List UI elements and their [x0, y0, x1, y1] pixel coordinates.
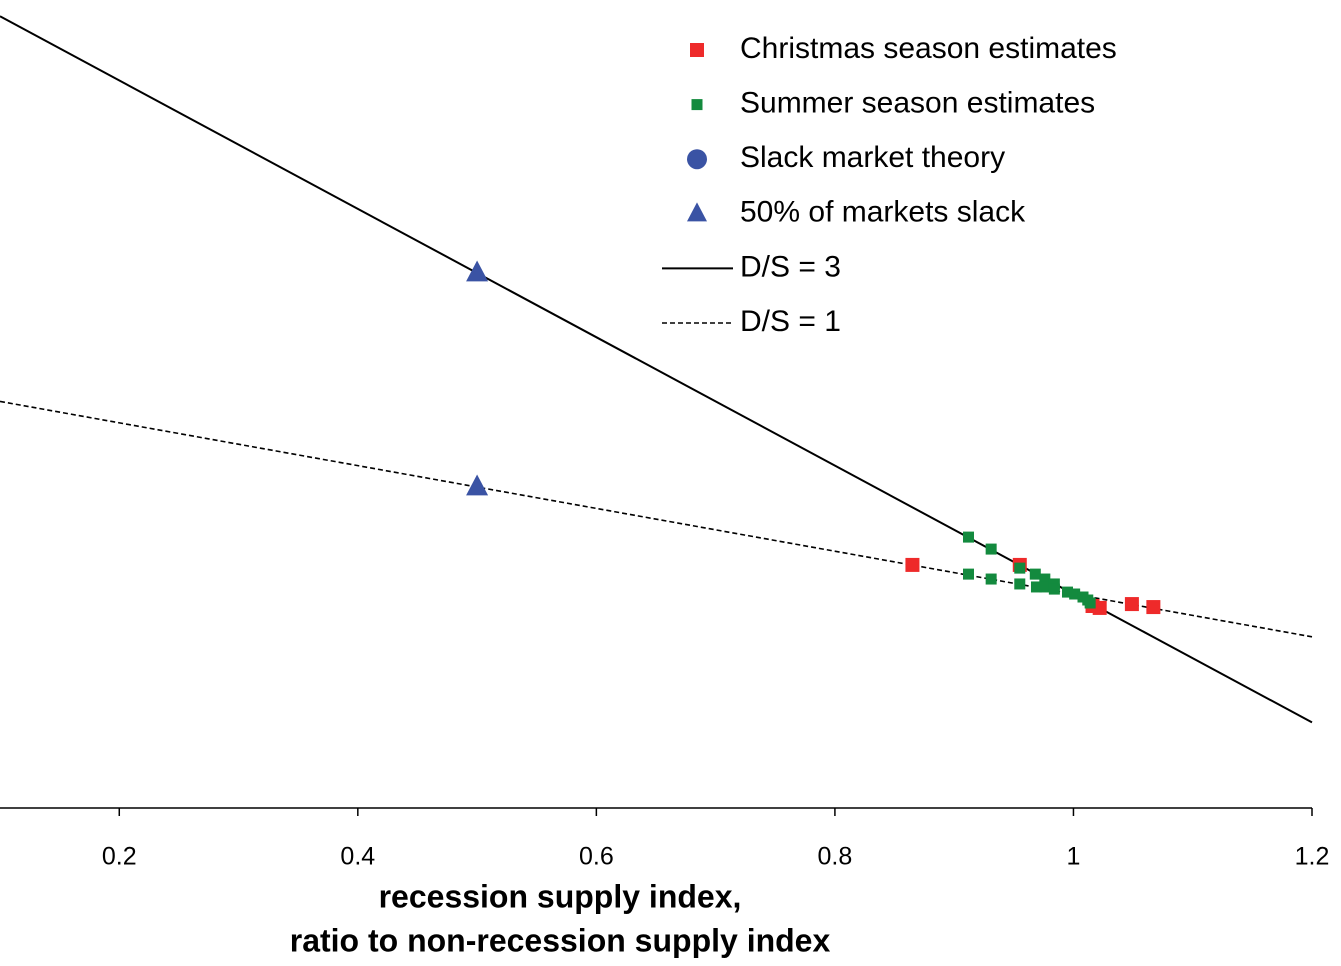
marker	[1014, 562, 1026, 574]
marker	[962, 568, 974, 580]
legend-marker	[687, 149, 707, 170]
legend-label: 50% of markets slack	[740, 196, 1026, 229]
legend-marker	[687, 202, 707, 222]
legend-label: Christmas season estimates	[740, 32, 1117, 65]
marker	[905, 557, 920, 572]
marker	[1029, 568, 1041, 580]
x-axis-label: ratio to non-recession supply index	[290, 922, 831, 958]
marker	[985, 573, 997, 585]
marker	[466, 474, 489, 496]
x-tick-label: 0.8	[818, 843, 853, 871]
legend-marker	[690, 43, 704, 57]
marker	[1069, 588, 1081, 600]
marker	[1092, 600, 1107, 615]
marker	[1146, 600, 1161, 615]
marker	[1039, 581, 1051, 593]
marker	[466, 260, 489, 282]
series-line	[0, 400, 1313, 638]
marker	[1124, 597, 1139, 612]
plot-lines	[0, 15, 1313, 724]
legend-label: D/S = 1	[740, 305, 841, 338]
marker	[962, 531, 974, 543]
marker	[1084, 597, 1096, 609]
marker	[985, 543, 997, 555]
x-axis-label: recession supply index,	[379, 878, 742, 914]
marker	[1061, 586, 1073, 598]
legend-label: Slack market theory	[740, 141, 1005, 174]
x-tick-label: 0.4	[340, 843, 375, 871]
plot-marks	[466, 260, 1161, 615]
marker	[1014, 578, 1026, 590]
x-tick-label: 0.2	[102, 843, 137, 871]
legend-marker	[691, 99, 703, 111]
marker	[1048, 583, 1060, 595]
x-tick-label: 1.2	[1295, 843, 1330, 871]
legend-label: Summer season estimates	[740, 87, 1095, 120]
series-line	[0, 15, 1313, 724]
x-tick-label: 0.6	[579, 843, 614, 871]
marker	[1030, 581, 1042, 593]
legend-label: D/S = 3	[740, 250, 841, 283]
marker	[1039, 573, 1051, 585]
x-tick-label: 1	[1067, 843, 1081, 871]
